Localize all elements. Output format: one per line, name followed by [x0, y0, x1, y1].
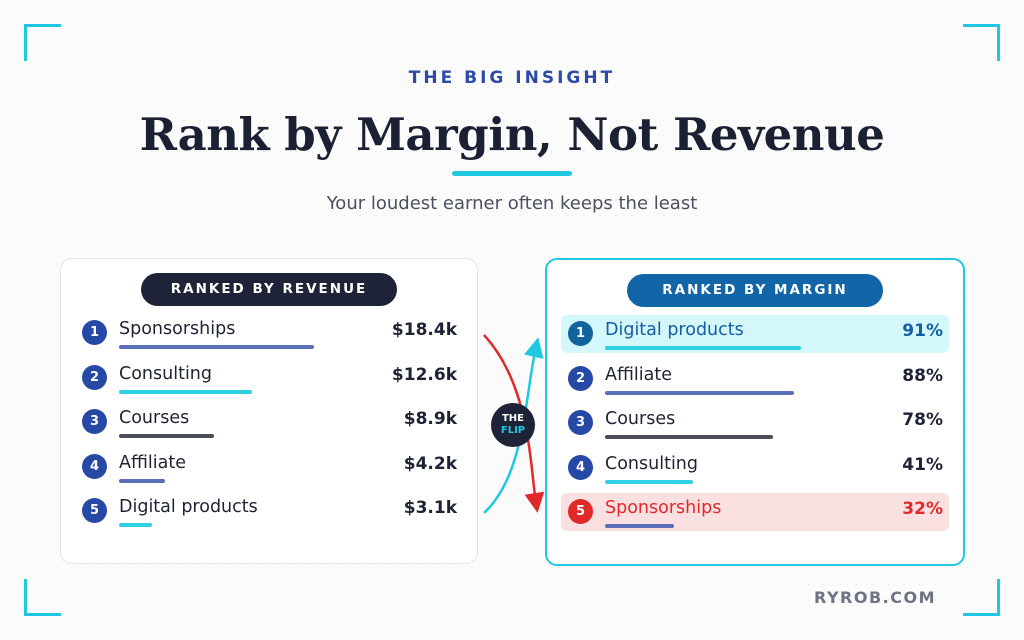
subtitle: Your loudest earner often keeps the leas…: [326, 193, 698, 214]
row-label: Consulting: [119, 363, 213, 384]
margin-ranking-card: RANKED BY MARGIN 1 Digital products 91% 2 Af…: [545, 258, 965, 566]
row-bar: [119, 345, 314, 349]
row-value: 41%: [902, 454, 943, 475]
row-label: Affiliate: [119, 452, 186, 473]
row-value: 32%: [902, 499, 943, 519]
rank-badge: 1: [568, 321, 593, 346]
rank-badge: 2: [82, 364, 107, 390]
rank-badge: 2: [568, 365, 593, 391]
rank-badge: 3: [82, 409, 107, 434]
row-bar: [119, 389, 252, 394]
corner-bracket-top-right: [963, 24, 1000, 61]
list-item: 2 Consulting $12.6k: [61, 360, 477, 396]
rank-badge: 5: [82, 498, 107, 523]
the-flip-badge: THE FLIP: [491, 403, 535, 447]
rank-badge: 4: [568, 454, 593, 480]
revenue-ranking-card: RANKED BY REVENUE 1 Sponsorships $18.4k 2 Co…: [60, 258, 478, 564]
revenue-card-heading: RANKED BY REVENUE: [141, 273, 397, 306]
row-label: Digital products: [605, 320, 744, 340]
row-label: Consulting: [605, 453, 699, 474]
row-label: Digital products: [119, 497, 258, 517]
corner-bracket-bottom-left: [24, 579, 61, 616]
row-bar: [605, 390, 794, 395]
list-item: 2 Affiliate 88%: [547, 361, 963, 397]
row-value: $3.1k: [403, 498, 457, 518]
list-item: 4 Affiliate $4.2k: [61, 449, 477, 485]
row-value: $18.4k: [391, 320, 457, 340]
row-label: Affiliate: [605, 364, 672, 385]
flip-badge-line1: THE: [501, 413, 525, 424]
list-item: 5 Digital products $3.1k: [61, 493, 477, 529]
list-item: 5 Sponsorships 32%: [547, 493, 963, 531]
row-value: $4.2k: [403, 453, 457, 474]
flip-badge-line2: FLIP: [500, 425, 526, 436]
row-bar: [119, 523, 152, 527]
title-underline: [452, 171, 572, 176]
list-item: 1 Digital products 91%: [547, 315, 963, 353]
row-label: Courses: [605, 409, 676, 429]
row-value: $12.6k: [391, 364, 457, 385]
rank-badge: 3: [568, 410, 593, 435]
row-label: Courses: [119, 408, 190, 428]
row-bar: [119, 434, 214, 438]
row-value: $8.9k: [403, 409, 457, 429]
list-item: 1 Sponsorships $18.4k: [61, 315, 477, 351]
row-bar: [605, 346, 801, 350]
row-value: 91%: [902, 321, 943, 341]
rank-badge: 1: [82, 320, 107, 345]
corner-bracket-bottom-right: [963, 579, 1000, 616]
row-value: 78%: [902, 410, 943, 430]
row-value: 88%: [902, 365, 943, 386]
kicker: THE BIG INSIGHT: [408, 68, 616, 88]
list-item: 3 Courses 78%: [547, 405, 963, 441]
page-title: Rank by Margin, Not Revenue: [139, 108, 885, 161]
corner-bracket-top-left: [24, 24, 61, 61]
rank-badge: 5: [568, 499, 593, 524]
row-bar: [119, 478, 165, 483]
rank-badge: 4: [82, 453, 107, 479]
list-item: 4 Consulting 41%: [547, 450, 963, 486]
row-bar: [605, 435, 773, 439]
row-bar: [605, 479, 693, 484]
row-bar: [605, 524, 674, 528]
row-label: Sponsorships: [119, 319, 236, 339]
row-label: Sponsorships: [605, 498, 722, 518]
margin-card-heading: RANKED BY MARGIN: [627, 274, 883, 307]
list-item: 3 Courses $8.9k: [61, 404, 477, 440]
brand-label: RYROB.COM: [814, 588, 936, 607]
